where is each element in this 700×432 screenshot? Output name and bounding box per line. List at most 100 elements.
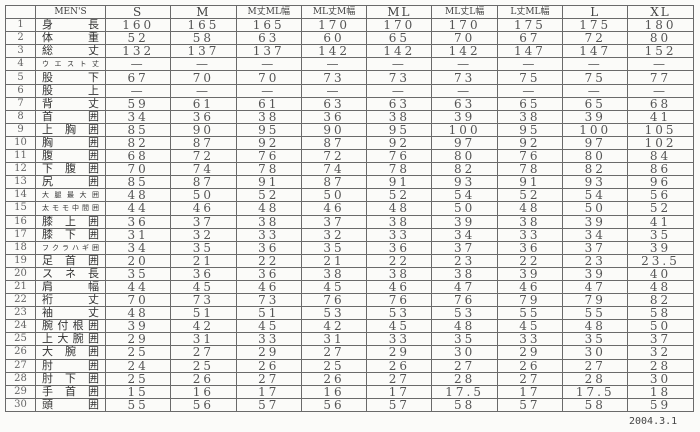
measurement-value: 90 — [170, 122, 237, 137]
measurement-value: 40 — [627, 266, 694, 281]
header-size: ML丈M幅 — [300, 4, 368, 20]
measurement-value: 79 — [562, 293, 629, 308]
measurement-value: 38 — [300, 266, 368, 281]
measurement-label: 大腕囲 — [35, 345, 106, 360]
table-row: 13 尻囲 85 87 91 87 91 93 91 93 96 — [5, 175, 694, 190]
measurement-value: — — [366, 83, 433, 98]
measurement-value: 21 — [300, 253, 368, 268]
measurement-label: 肘囲 — [35, 358, 106, 373]
measurement-value: 58 — [170, 31, 237, 46]
table-row: 27 肘囲 24 25 26 25 26 27 26 27 28 — [5, 358, 694, 373]
row-number: 26 — [5, 345, 36, 360]
measurement-value: 70 — [431, 31, 498, 46]
measurement-value: 29 — [496, 345, 564, 360]
measurement-value: 25 — [300, 358, 368, 373]
table-row: 14 大腿最大囲 48 50 52 50 52 54 52 54 56 — [5, 188, 694, 203]
table-row: 30 頭囲 55 56 57 56 57 58 57 58 59 — [5, 397, 694, 412]
measurement-value: 55 — [562, 306, 629, 321]
table-row: 5 股下 67 70 70 73 73 73 75 75 77 — [5, 70, 694, 85]
measurement-value: 48 — [562, 319, 629, 334]
row-number: 3 — [5, 44, 36, 59]
table-row: 24 腕付根囲 39 42 45 42 45 48 45 48 50 — [5, 319, 694, 334]
measurement-value: 28 — [627, 358, 694, 373]
measurement-label: 首囲 — [35, 109, 106, 124]
measurement-value: 52 — [366, 188, 433, 203]
row-number: 8 — [5, 109, 36, 124]
measurement-value: 48 — [627, 279, 694, 295]
measurement-value: 50 — [627, 319, 694, 334]
table-row: 2 体重 52 58 63 60 65 70 67 72 80 — [5, 31, 694, 46]
measurement-value: 44 — [104, 279, 172, 295]
measurement-value: 36 — [366, 240, 433, 255]
header-size: ML — [366, 4, 433, 20]
measurement-value: 57 — [366, 397, 433, 412]
measurement-value: — — [627, 57, 694, 72]
measurement-value: 65 — [496, 96, 564, 111]
measurement-value: 34 — [431, 227, 498, 242]
measurement-value: 52 — [627, 201, 694, 216]
measurement-value: 33 — [235, 332, 302, 347]
measurement-value: 59 — [104, 96, 172, 111]
measurement-value: 23 — [431, 253, 498, 268]
measurement-value: 52 — [104, 31, 172, 46]
row-number: 29 — [5, 384, 36, 399]
measurement-label: 腹囲 — [35, 149, 106, 164]
measurement-value: 80 — [431, 149, 498, 164]
row-number: 13 — [5, 175, 36, 190]
measurement-value: 48 — [431, 319, 498, 334]
measurement-value: 41 — [627, 214, 694, 229]
measurement-value: 35 — [562, 332, 629, 347]
row-number: 2 — [5, 31, 36, 46]
measurement-value: 53 — [431, 306, 498, 321]
measurement-value: 85 — [104, 175, 172, 190]
row-number: 4 — [5, 57, 36, 72]
measurement-value: 65 — [366, 31, 433, 46]
measurement-value: 25 — [104, 371, 172, 386]
measurement-value: 39 — [627, 240, 694, 255]
measurement-value: 17 — [496, 384, 564, 399]
measurement-value: 67 — [496, 31, 564, 46]
measurement-value: 95 — [366, 122, 433, 137]
row-number: 16 — [5, 214, 36, 229]
measurement-value: 91 — [496, 175, 564, 190]
measurement-label: 手首囲 — [35, 384, 106, 399]
measurement-value: — — [300, 83, 368, 98]
row-number: 27 — [5, 358, 36, 373]
measurement-value: 44 — [104, 201, 172, 216]
row-number: 11 — [5, 149, 36, 164]
measurement-value: 73 — [170, 293, 237, 308]
measurement-value: 65 — [562, 96, 629, 111]
measurement-value: 72 — [562, 31, 629, 46]
measurement-value: 36 — [300, 109, 368, 124]
measurement-value: 34 — [562, 227, 629, 242]
measurement-value: 87 — [300, 175, 368, 190]
measurement-value: 45 — [170, 279, 237, 295]
row-number: 28 — [5, 371, 36, 386]
measurement-value: 55 — [496, 306, 564, 321]
measurement-value: 97 — [562, 135, 629, 151]
measurement-value: 47 — [431, 279, 498, 295]
measurement-value: 73 — [235, 293, 302, 308]
measurement-label: 身長 — [35, 18, 106, 33]
measurement-value: 46 — [366, 279, 433, 295]
measurement-value: 39 — [562, 109, 629, 124]
measurement-value: 87 — [170, 175, 237, 190]
measurement-value: 41 — [627, 109, 694, 124]
table-row: 19 足首囲 20 21 22 21 22 23 22 23 23.5 — [5, 253, 694, 268]
measurement-value: 90 — [300, 122, 368, 137]
table-row: 18 フクラハギ囲 34 35 36 35 36 37 36 37 39 — [5, 240, 694, 255]
measurement-value: 35 — [170, 240, 237, 255]
measurement-value: 27 — [366, 371, 433, 386]
measurement-value: 39 — [431, 214, 498, 229]
measurement-value: 33 — [366, 332, 433, 347]
table-row: 22 裄丈 70 73 73 76 76 76 79 79 82 — [5, 293, 694, 308]
measurement-value: 54 — [431, 188, 498, 203]
measurement-value: 27 — [431, 358, 498, 373]
measurement-value: 20 — [104, 253, 172, 268]
measurement-value: 27 — [562, 358, 629, 373]
measurement-value: 21 — [170, 253, 237, 268]
row-number: 1 — [5, 18, 36, 33]
measurement-value: 58 — [562, 397, 629, 412]
measurement-value: 39 — [562, 266, 629, 281]
measurement-label: 裄丈 — [35, 293, 106, 308]
